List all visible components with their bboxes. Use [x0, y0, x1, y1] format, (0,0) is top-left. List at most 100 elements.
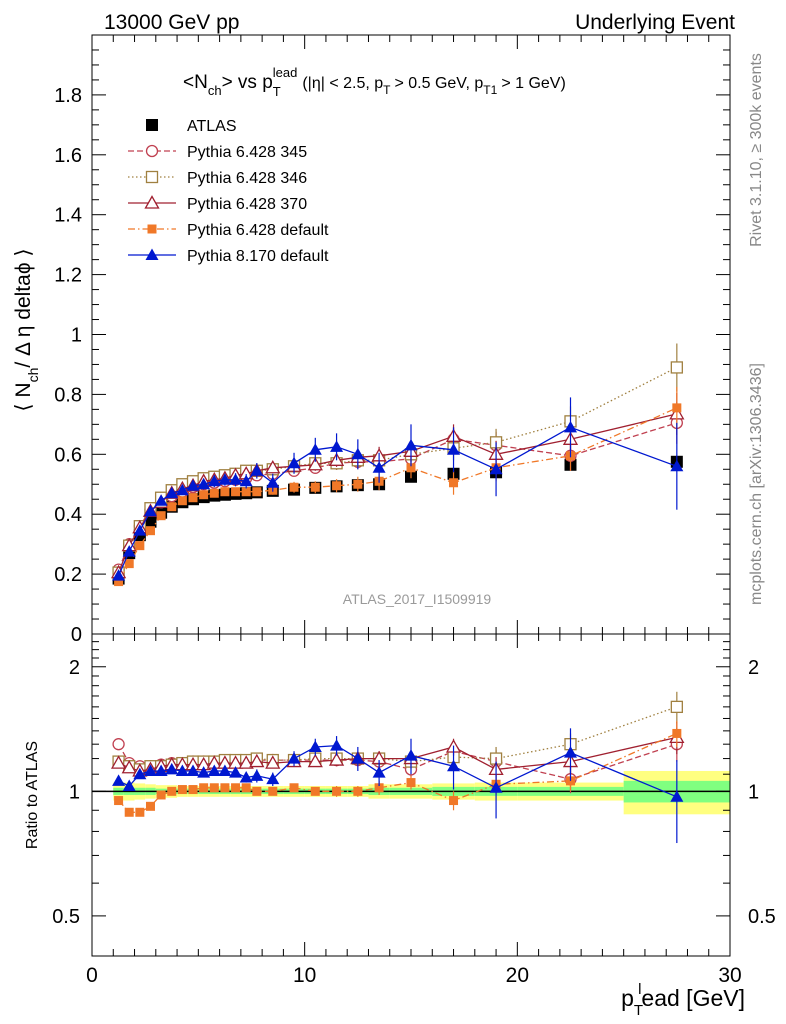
- main-series-4-point: [241, 487, 251, 497]
- ratio-series-2-point: [328, 752, 345, 766]
- ratio-series-4-point: [207, 764, 221, 776]
- ratio-series-3-point: [289, 783, 299, 793]
- main-series-5-point: [372, 461, 386, 473]
- legend-entry-5-marker: [145, 248, 159, 260]
- rivet-label: Rivet 3.1.10, ≥ 300k events: [748, 53, 765, 247]
- ratio-series-4-point: [175, 764, 189, 776]
- ratio-series-3-point: [310, 786, 320, 796]
- legend-entry-2: Pythia 6.428 346: [128, 170, 307, 187]
- ylabel-a: ⟨ N: [12, 382, 35, 411]
- ratio-series-4-point: [564, 746, 577, 758]
- x-tick-label: 10: [293, 964, 316, 987]
- main-series-5-point: [154, 494, 168, 506]
- main-y-tick-label: 1.8: [54, 85, 82, 107]
- ratio-y-axis-label: Ratio to ATLAS: [24, 741, 41, 849]
- title-vs-sup: lead: [273, 65, 298, 80]
- ratio-series-2-point: [121, 759, 137, 774]
- ratio-series-2-point: [265, 755, 281, 769]
- ratio-x-ticks: 0 10 20 30: [86, 634, 742, 987]
- ratio-series-3-point: [209, 783, 219, 793]
- legend-entry-4-label: Pythia 6.428 default: [187, 222, 329, 239]
- title-nch-sub: ch: [208, 83, 222, 98]
- main-series-5-point: [447, 443, 461, 455]
- ratio-series-4-point: [229, 766, 243, 778]
- legend-entry-2-marker: [145, 170, 159, 184]
- main-series-4-point: [406, 463, 416, 473]
- legend-entry-2-label: Pythia 6.428 346: [187, 170, 307, 187]
- main-series-5-point: [122, 545, 136, 557]
- main-series-5-point: [197, 477, 211, 490]
- ratio-series-4-point: [330, 739, 344, 751]
- ratio-series-3-point: [167, 786, 177, 796]
- ratio-series-0-point: [112, 738, 125, 751]
- legend-entry-1-label: Pythia 6.428 345: [187, 144, 307, 161]
- ratio-y-tick-label-right: 2: [748, 657, 759, 679]
- header-left: 13000 GeV pp: [104, 11, 239, 34]
- ratio-series-4: [112, 728, 684, 844]
- main-series-4-point: [188, 493, 198, 503]
- x-tick-label: 0: [86, 964, 98, 987]
- main-series-5-point: [229, 473, 243, 485]
- ylabel-b: / Δ η deltaϕ ⟩: [12, 248, 35, 367]
- title-vs-sub: T: [273, 84, 281, 99]
- title-cut-c: > 1 GeV): [501, 75, 565, 92]
- legend-entry-3-marker: [144, 195, 160, 209]
- main-series-5-point: [670, 459, 684, 472]
- main-series-3-point: [265, 459, 281, 474]
- ratio-series-3-point: [252, 786, 262, 796]
- ratio-series-4-point: [112, 774, 126, 786]
- legend-entry-1: Pythia 6.428 345: [128, 144, 307, 161]
- legend-entry-5-label: Pythia 8.170 default: [187, 248, 329, 265]
- xlabel-a-sup: l: [638, 981, 641, 998]
- main-series-4-point: [310, 482, 320, 492]
- main-series-5-point: [287, 456, 301, 469]
- ratio-series-3-point: [145, 801, 155, 811]
- main-series-5-point: [351, 447, 365, 460]
- ratio-y-tick-label-left: 0.5: [52, 906, 80, 928]
- main-series-4-point: [209, 488, 219, 498]
- main-series-4-point: [199, 490, 209, 500]
- main-frame: [91, 34, 731, 635]
- ratio-series-3-point: [241, 783, 251, 793]
- ratio-series-4-point: [250, 769, 264, 781]
- main-series-5-point: [207, 474, 221, 487]
- xlabel-a: p: [621, 985, 634, 1011]
- ratio-series-3-point: [353, 786, 363, 796]
- main-series-4-point: [156, 511, 166, 521]
- ratio-series-3-point: [374, 783, 384, 793]
- main-series-5-point: [218, 473, 232, 485]
- ratio-series-4-point: [122, 779, 136, 792]
- ratio-series-3-point: [406, 778, 416, 788]
- ratio-y-tick-label-right: 0.5: [748, 906, 776, 928]
- legend-entry-1-marker: [145, 144, 159, 158]
- main-series-3-point: [307, 456, 323, 471]
- main-series-4-point: [167, 502, 177, 512]
- main-series-0-point: [144, 515, 157, 528]
- title-cut-b: > 0.5 GeV, p: [394, 75, 483, 92]
- ratio-y-tick-label-left: 2: [69, 657, 80, 679]
- ratio-series-3-point: [124, 807, 134, 817]
- ratio-series-3-point: [220, 783, 230, 793]
- main-y-tick-label: 1.4: [54, 205, 82, 227]
- xlabel-a-sub: T: [634, 1002, 643, 1019]
- main-series-4-point: [353, 479, 363, 489]
- ratio-series-2-point: [249, 753, 265, 768]
- main-series-4-point: [449, 478, 459, 488]
- legend-entry-5: Pythia 8.170 default: [128, 248, 329, 265]
- header-right: Underlying Event: [575, 11, 735, 34]
- ylabel-a-sub: ch: [25, 368, 41, 383]
- ratio-series-1-point: [670, 700, 683, 714]
- main-series-5-point: [308, 443, 322, 455]
- ratio-series-2-point: [110, 755, 127, 769]
- main-y-tick-label: 0: [71, 624, 82, 646]
- ratio-series-4-point: [197, 766, 211, 778]
- plot-title: <Nch> vs pTlead(|η| < 2.5, pT > 0.5 GeV, …: [183, 65, 566, 99]
- legend-entry-0-label: ATLAS: [187, 118, 237, 135]
- main-series-5-point: [489, 462, 503, 475]
- ratio-series-4-point: [154, 764, 168, 776]
- main-series-4-point: [231, 487, 241, 497]
- ratio-series-4-point: [372, 766, 386, 778]
- legend-entry-4-marker: [147, 224, 157, 234]
- title-cut-a: (|η| < 2.5, p: [302, 75, 383, 92]
- main-series-5-point: [133, 524, 147, 536]
